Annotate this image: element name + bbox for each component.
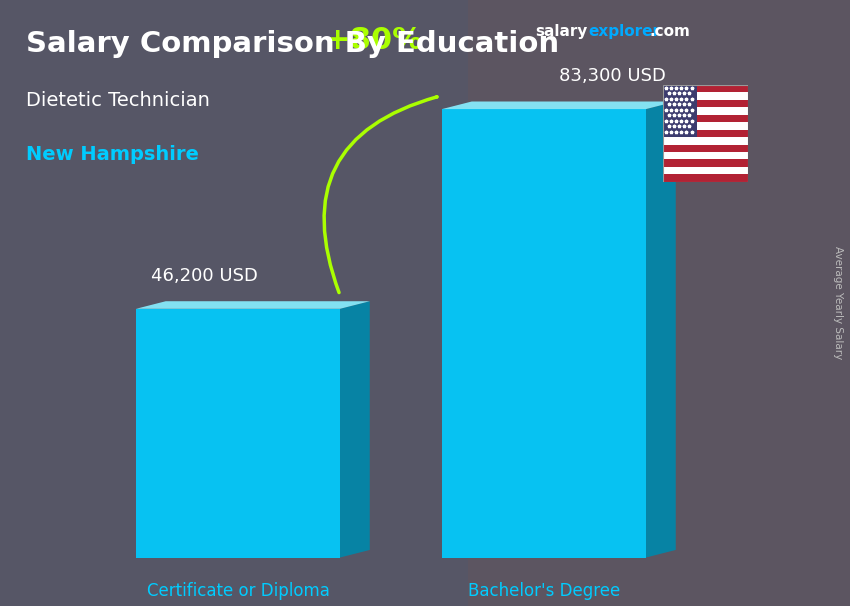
Text: explorer: explorer: [588, 24, 660, 39]
Text: salary: salary: [536, 24, 588, 39]
Text: New Hampshire: New Hampshire: [26, 145, 198, 164]
Polygon shape: [646, 102, 676, 558]
Text: Certificate or Diploma: Certificate or Diploma: [146, 582, 330, 600]
Polygon shape: [442, 102, 676, 109]
Polygon shape: [442, 109, 646, 558]
Polygon shape: [340, 301, 370, 558]
Text: +80%: +80%: [325, 27, 423, 55]
Text: Average Yearly Salary: Average Yearly Salary: [833, 247, 843, 359]
Text: Salary Comparison By Education: Salary Comparison By Education: [26, 30, 558, 58]
Text: 83,300 USD: 83,300 USD: [558, 67, 666, 85]
Bar: [663, 115, 748, 122]
Bar: [663, 85, 697, 137]
Text: 46,200 USD: 46,200 USD: [150, 267, 258, 285]
Bar: [663, 144, 748, 152]
Text: Dietetic Technician: Dietetic Technician: [26, 91, 209, 110]
Bar: [663, 167, 748, 175]
Text: .com: .com: [649, 24, 690, 39]
Bar: [468, 0, 850, 606]
Bar: [663, 92, 748, 100]
Bar: [663, 159, 748, 167]
Text: Bachelor's Degree: Bachelor's Degree: [468, 582, 620, 600]
Bar: [0, 0, 468, 606]
Bar: [663, 85, 748, 92]
Polygon shape: [136, 301, 370, 309]
Bar: [663, 122, 748, 130]
Bar: [663, 100, 748, 107]
Bar: [663, 137, 748, 144]
Bar: [663, 130, 748, 137]
Polygon shape: [136, 309, 340, 558]
Bar: [663, 152, 748, 159]
Bar: [663, 175, 748, 182]
Bar: [663, 107, 748, 115]
